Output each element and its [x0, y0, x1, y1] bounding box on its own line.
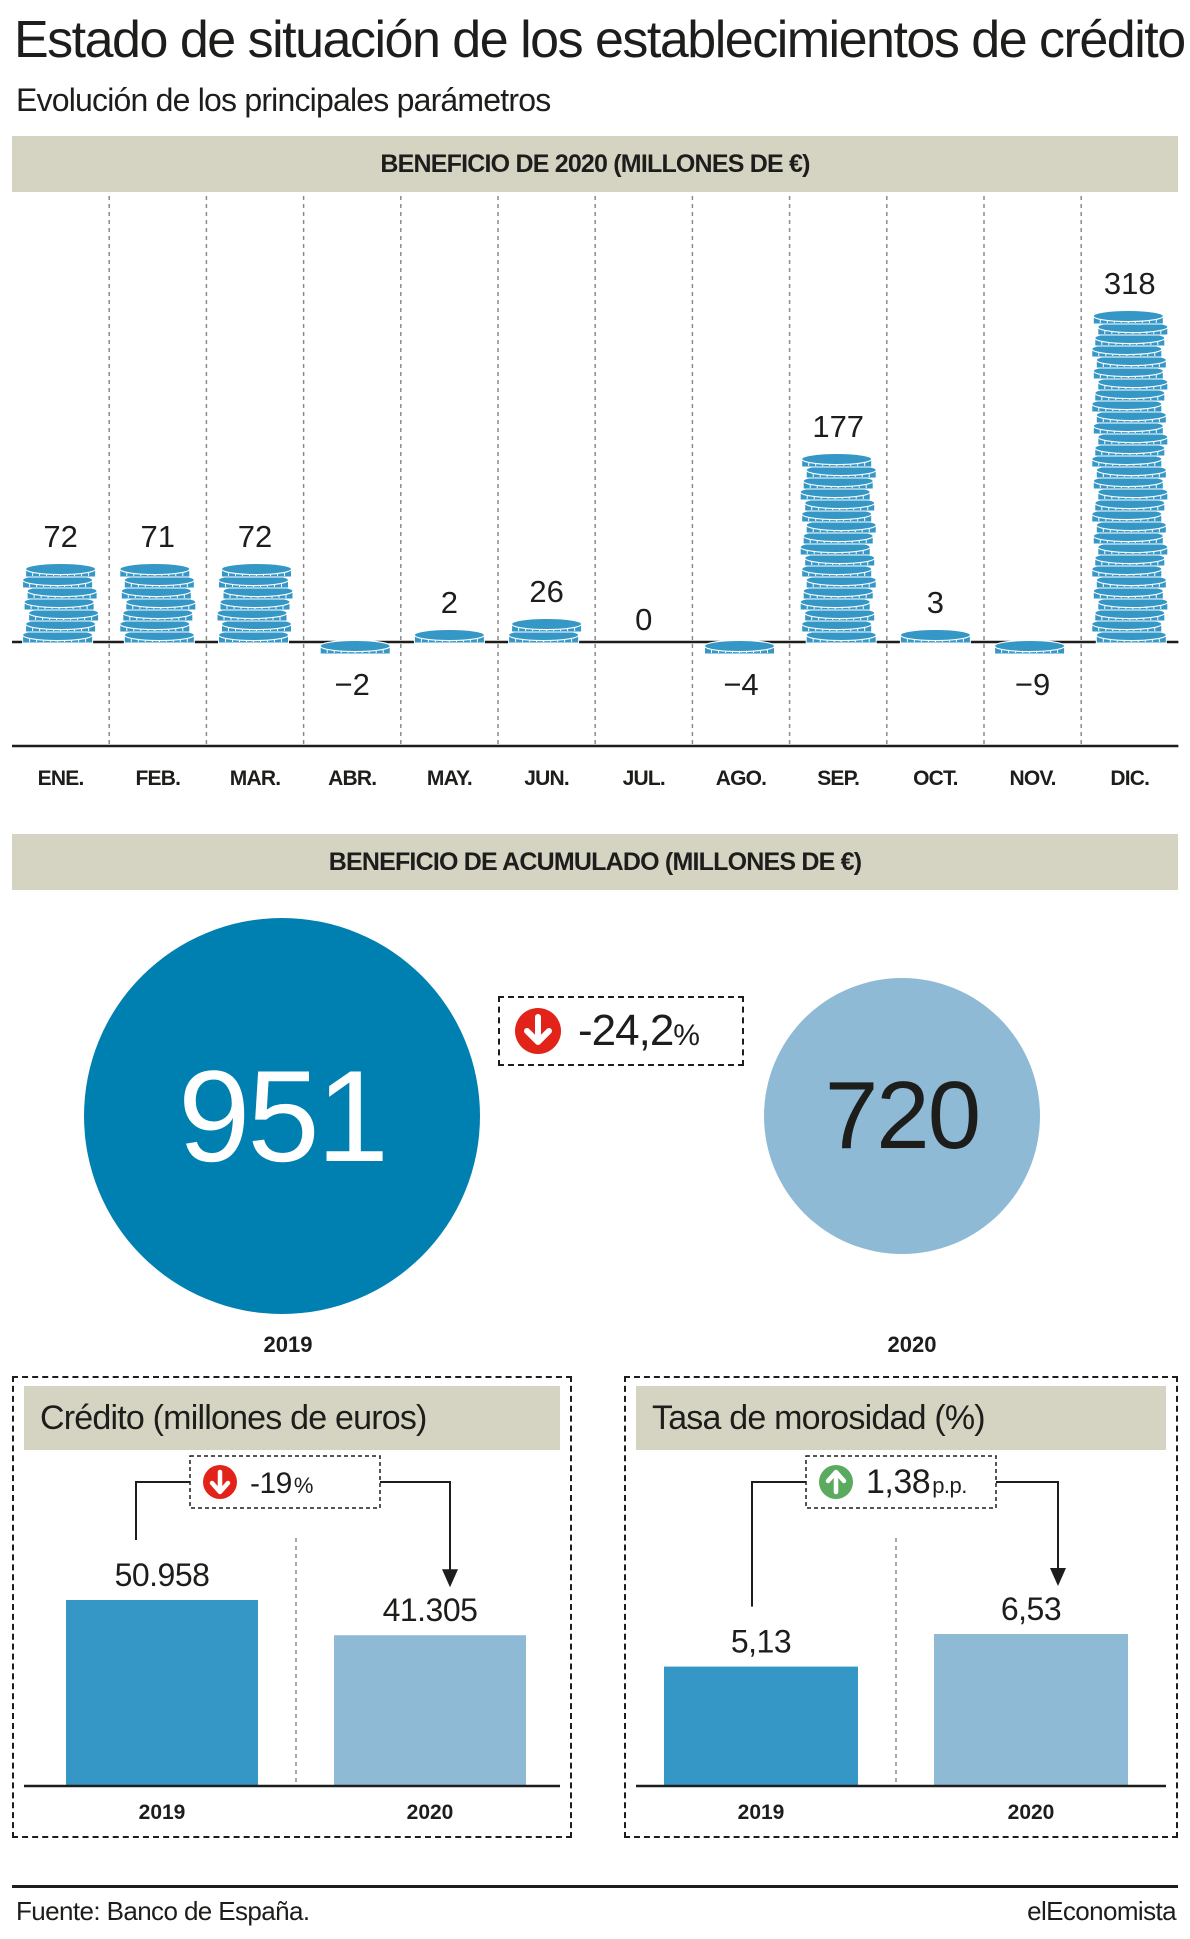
bar-2020 [334, 1635, 526, 1786]
value-label-FEB.: 71 [141, 519, 175, 554]
month-tick-label: JUL. [623, 767, 665, 790]
year-tick-label: 2020 [1008, 1801, 1055, 1824]
arrowhead [442, 1569, 458, 1588]
page-title: Estado de situación de los establecimien… [14, 11, 1186, 69]
bar-value-label: 6,53 [1001, 1591, 1061, 1627]
monthly-profit-chart: 72 ENE. 71 FEB. 72 MAR. −2 ABR. 2 MAY. 26 JUN. 0 JUL.… [12, 196, 1179, 790]
year-tick-label: 2020 [407, 1801, 454, 1824]
coin-top [899, 628, 972, 642]
bar-2019 [66, 1600, 258, 1786]
coin-stack-4 [413, 628, 485, 644]
value-label-ABR.: −2 [335, 667, 370, 702]
value-label-DIC.: 318 [1104, 266, 1156, 301]
credit-chart: 50.958 2019 41.305 2020 -19% [24, 1455, 560, 1824]
coin-stack-7 [703, 639, 776, 655]
bar-2020 [934, 1634, 1128, 1786]
change-value: -19% [250, 1467, 313, 1500]
coin-top [510, 617, 583, 631]
value-label-ENE.: 72 [43, 519, 77, 554]
month-tick-label: OCT. [913, 767, 958, 790]
value-label-OCT.: 3 [927, 585, 944, 620]
credit-panel: Crédito (millones de euros) 50.958 2019 41… [12, 1376, 572, 1838]
value-label-AGO.: −4 [723, 667, 758, 702]
npl-panel: Tasa de morosidad (%) 5,13 2019 6,53 2020 1,… [624, 1376, 1178, 1838]
coin-stack-3 [319, 639, 391, 655]
coin-stack-11 [1091, 309, 1169, 644]
month-tick-label: MAR. [230, 767, 280, 790]
coin-top [119, 562, 191, 576]
month-tick-label: MAY. [427, 767, 472, 790]
coin-stack-1 [119, 562, 197, 644]
connector-right [380, 1481, 451, 1576]
value-label-MAR.: 72 [238, 519, 272, 554]
month-tick-label: DIC. [1110, 767, 1149, 790]
connector-right [996, 1481, 1059, 1574]
coin-top [703, 639, 776, 653]
bubble-2020: 720 [764, 978, 1040, 1254]
connector-left [135, 1481, 190, 1540]
coin-top [319, 639, 391, 653]
month-tick-label: ABR. [328, 767, 376, 790]
bar-value-label: 50.958 [115, 1557, 210, 1593]
accumulated-chart-title: BENEFICIO DE ACUMULADO (MILLONES DE €) [12, 834, 1178, 890]
coin-top [993, 639, 1066, 653]
value-label-SEP.: 177 [812, 409, 864, 444]
month-tick-label: JUN. [524, 767, 569, 790]
bubble-2020-year: 2020 [887, 1332, 937, 1357]
month-tick-label: ENE. [38, 767, 84, 790]
value-label-JUN.: 26 [529, 574, 563, 609]
arrow-down-icon [203, 1465, 237, 1499]
value-label-MAY.: 2 [441, 585, 458, 620]
month-tick-label: AGO. [716, 767, 766, 790]
bar-value-label: 5,13 [731, 1624, 791, 1660]
coin-top [220, 562, 293, 576]
coin-top [801, 452, 873, 466]
bubble-2019-year: 2019 [263, 1332, 313, 1357]
arrow-down-icon [515, 1008, 561, 1054]
credit-panel-title: Crédito (millones de euros) [24, 1386, 560, 1450]
coin-stack-8 [799, 452, 877, 644]
coin-top [413, 628, 485, 642]
arrow-up-icon [819, 1465, 853, 1499]
coin-stack-9 [899, 628, 972, 644]
value-label-NOV.: −9 [1015, 667, 1050, 702]
npl-panel-title: Tasa de morosidad (%) [636, 1386, 1166, 1450]
bar-2019 [664, 1666, 858, 1786]
monthly-chart-title: BENEFICIO DE 2020 (MILLONES DE €) [12, 136, 1178, 192]
npl-chart: 5,13 2019 6,53 2020 1,38p.p. [636, 1455, 1166, 1824]
year-tick-label: 2019 [738, 1801, 785, 1824]
value-label-JUL.: 0 [635, 602, 652, 637]
coin-stack-2 [216, 562, 294, 644]
page-subtitle: Evolución de los principales parámetros [16, 82, 551, 118]
arrowhead [1050, 1568, 1066, 1586]
source-note: Fuente: Banco de España. [16, 1896, 310, 1926]
bubble-2019-value: 951 [178, 1043, 389, 1189]
coin-stack-10 [993, 639, 1066, 655]
year-tick-label: 2019 [139, 1801, 186, 1824]
coin-top [1092, 309, 1164, 323]
month-tick-label: FEB. [135, 767, 180, 790]
coin-stack-5 [507, 617, 583, 644]
accumulated-change-value: -24,2% [578, 1006, 700, 1055]
month-tick-label: SEP. [817, 767, 859, 790]
connector-left [751, 1481, 806, 1607]
month-tick-label: NOV. [1009, 767, 1055, 790]
footer-divider [12, 1885, 1178, 1888]
accumulated-change-box: -24,2% [498, 996, 744, 1066]
bar-value-label: 41.305 [383, 1592, 478, 1628]
bubble-2019: 951 [84, 918, 480, 1314]
bubble-2020-value: 720 [824, 1062, 981, 1169]
change-value: 1,38p.p. [866, 1463, 967, 1501]
coin-top [24, 562, 97, 576]
brand-logo: elEconomista [1027, 1896, 1176, 1926]
coin-stack-0 [21, 562, 100, 644]
